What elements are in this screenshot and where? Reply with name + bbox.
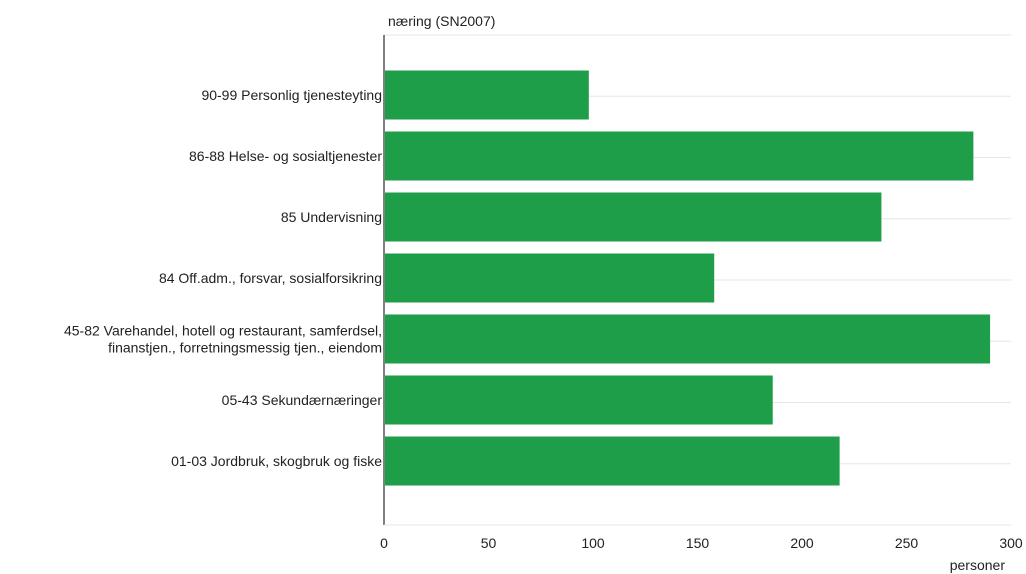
axes	[383, 35, 1011, 526]
x-tick-label: 100	[581, 535, 605, 551]
bar	[385, 253, 715, 303]
x-tick-label: 0	[380, 535, 388, 551]
bar	[385, 192, 882, 242]
bars	[385, 70, 991, 486]
x-tick-label: 200	[790, 535, 814, 551]
category-label: 90-99 Personlig tjenesteyting	[201, 87, 382, 103]
labels: 90-99 Personlig tjenesteyting 86-88 Helse…	[64, 87, 1023, 551]
bar	[385, 375, 773, 425]
category-label: 45-82 Varehandel, hotell og restaurant, …	[64, 323, 382, 356]
category-label: 84 Off.adm., forsvar, sosialforsikring	[159, 270, 382, 286]
bar	[385, 131, 974, 181]
x-tick-label: 150	[686, 535, 710, 551]
x-tick-label: 250	[895, 535, 919, 551]
category-label: 05-43 Sekundærnæringer	[222, 392, 383, 408]
x-tick-label: 300	[999, 535, 1023, 551]
y-axis-title: næring (SN2007)	[388, 13, 495, 29]
bar	[385, 70, 589, 120]
x-axis-title: personer	[950, 557, 1006, 573]
category-label: 85 Undervisning	[281, 209, 382, 225]
category-label: 86-88 Helse- og sosialtjenester	[189, 148, 382, 164]
bar	[385, 314, 991, 364]
x-tick-label: 50	[481, 535, 497, 551]
bar	[385, 436, 840, 486]
category-label: 01-03 Jordbruk, skogbruk og fiske	[171, 453, 382, 469]
